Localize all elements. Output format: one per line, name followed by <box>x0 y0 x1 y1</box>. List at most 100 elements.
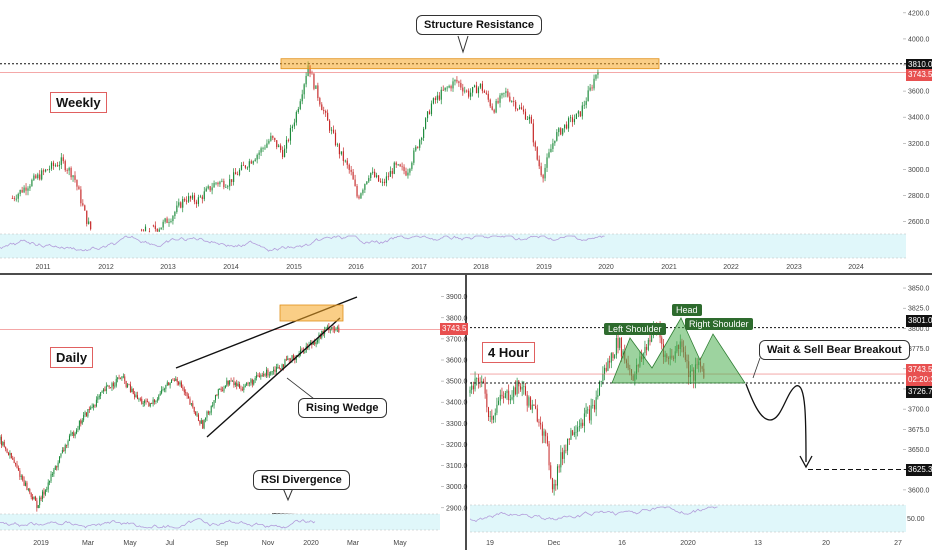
h4-candle <box>570 430 572 440</box>
daily-candle <box>67 440 69 446</box>
daily-candle <box>97 397 99 400</box>
weekly-candle <box>195 201 198 205</box>
h4-candle <box>546 436 548 444</box>
h4-candle <box>488 407 490 417</box>
daily-x-label: Mar <box>82 540 95 547</box>
weekly-candle <box>454 79 456 82</box>
daily-candle <box>258 375 260 377</box>
weekly-candle <box>434 98 436 100</box>
weekly-candle <box>475 85 478 94</box>
weekly-x-label: 2023 <box>786 264 802 271</box>
weekly-candle <box>201 196 203 200</box>
daily-candle <box>94 405 96 407</box>
weekly-candle <box>571 117 574 123</box>
daily-candle <box>63 449 65 451</box>
weekly-candle <box>421 137 423 141</box>
daily-candle <box>135 395 137 398</box>
weekly-candle <box>487 93 489 100</box>
weekly-candle <box>493 109 495 113</box>
daily-x-label: Jul <box>166 540 175 547</box>
weekly-candle <box>542 175 544 179</box>
weekly-candle <box>579 111 581 117</box>
weekly-candle <box>327 112 329 121</box>
wait-sell-callout: Wait & Sell Bear Breakout <box>759 340 910 360</box>
daily-candle <box>280 368 282 370</box>
h4-tick-label: 3675.0 <box>908 427 930 434</box>
weekly-tick-label: 4000.0 <box>908 36 930 43</box>
weekly-candle <box>593 78 595 89</box>
daily-tick-label: 3200.0 <box>446 442 468 449</box>
daily-candle <box>108 385 110 388</box>
h4-candle <box>600 381 602 382</box>
daily-candle <box>237 383 239 386</box>
daily-candle <box>73 432 75 436</box>
daily-candle <box>222 390 224 392</box>
weekly-candle <box>160 227 162 230</box>
daily-candle <box>119 378 121 380</box>
daily-candle <box>230 380 232 382</box>
daily-candle <box>161 389 163 394</box>
daily-candle <box>148 401 150 407</box>
daily-candle <box>246 382 248 386</box>
daily-candle <box>241 389 243 391</box>
h4-candle <box>585 410 587 414</box>
h4-candle <box>614 355 616 358</box>
weekly-candle <box>299 101 301 109</box>
daily-candle <box>40 497 42 499</box>
daily-candle <box>248 382 250 384</box>
weekly-candle <box>235 172 237 175</box>
daily-candle <box>223 388 225 392</box>
h4-candle <box>587 409 589 411</box>
h4-candle <box>553 484 555 490</box>
weekly-candle <box>587 90 589 102</box>
daily-candle <box>25 482 27 486</box>
daily-candle <box>77 428 79 430</box>
weekly-candle <box>43 170 45 172</box>
daily-tick-label: 3600.0 <box>446 358 468 365</box>
h4-candle <box>499 394 501 401</box>
daily-candle <box>233 380 235 386</box>
weekly-x-label: 2017 <box>411 264 427 271</box>
daily-rsi-line <box>0 518 316 529</box>
weekly-candle <box>321 104 323 111</box>
weekly-candle <box>188 196 190 202</box>
daily-candle <box>300 349 302 354</box>
weekly-candle <box>246 167 248 169</box>
daily-candle <box>219 388 221 390</box>
structure-resistance-callout: Structure Resistance <box>416 15 543 35</box>
weekly-candle <box>293 122 295 127</box>
daily-candle <box>189 398 191 405</box>
weekly-candle <box>374 171 376 178</box>
h4-candle <box>498 400 500 405</box>
h4-support-price: 3726.7 <box>906 386 932 398</box>
daily-candle <box>6 448 8 453</box>
daily-x-label: 2020 <box>303 540 319 547</box>
weekly-candle <box>520 107 523 110</box>
daily-candle <box>271 371 273 372</box>
weekly-candle <box>372 171 374 173</box>
daily-candle <box>83 414 85 421</box>
daily-candle <box>180 382 182 388</box>
weekly-candle <box>417 146 419 148</box>
weekly-candle <box>323 110 325 112</box>
daily-tick-label: 3100.0 <box>446 463 468 470</box>
weekly-candle <box>152 225 154 227</box>
weekly-candle <box>176 205 178 212</box>
h4-candle <box>493 415 495 420</box>
weekly-candle <box>544 167 546 179</box>
weekly-candle <box>595 74 597 79</box>
weekly-candle <box>489 99 491 107</box>
daily-candle <box>0 436 2 446</box>
daily-candle <box>88 409 90 410</box>
daily-candle <box>131 388 133 393</box>
daily-candle <box>105 385 107 391</box>
h4-candle <box>536 408 538 422</box>
weekly-candle <box>35 175 37 179</box>
daily-candle <box>250 379 252 383</box>
weekly-candle <box>80 189 82 204</box>
daily-candle <box>283 364 285 368</box>
daily-candle <box>301 349 303 351</box>
daily-candle <box>291 355 293 360</box>
daily-candle <box>37 505 39 509</box>
weekly-candle <box>240 164 243 170</box>
